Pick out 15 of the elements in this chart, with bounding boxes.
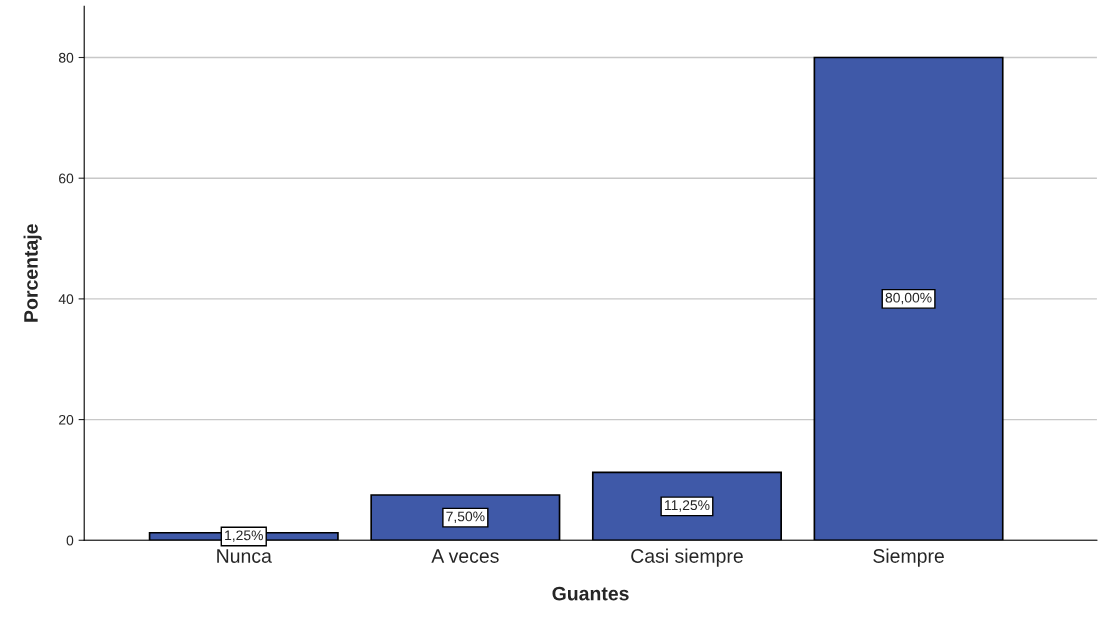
x-tick-label: Nunca	[217, 549, 272, 563]
data-label: 11,25%	[664, 500, 710, 512]
x-axis-title: Guantes	[552, 586, 629, 601]
y-tick-label: 60	[59, 173, 74, 184]
y-tick-label: 40	[58, 294, 74, 305]
y-axis-title: Porcentaje	[23, 224, 42, 322]
y-tick-label: 80	[58, 52, 74, 63]
data-label: 7,50%	[446, 511, 485, 524]
x-tick-label: Siempre	[873, 548, 944, 567]
data-label: 80,00%	[885, 292, 932, 305]
y-tick-label: 20	[59, 414, 74, 425]
x-tick-label: A veces	[431, 549, 499, 563]
x-tick-label: Casi siempre	[631, 548, 743, 567]
y-tick-label: 0	[66, 535, 74, 546]
data-label: 1,25%	[225, 530, 263, 542]
